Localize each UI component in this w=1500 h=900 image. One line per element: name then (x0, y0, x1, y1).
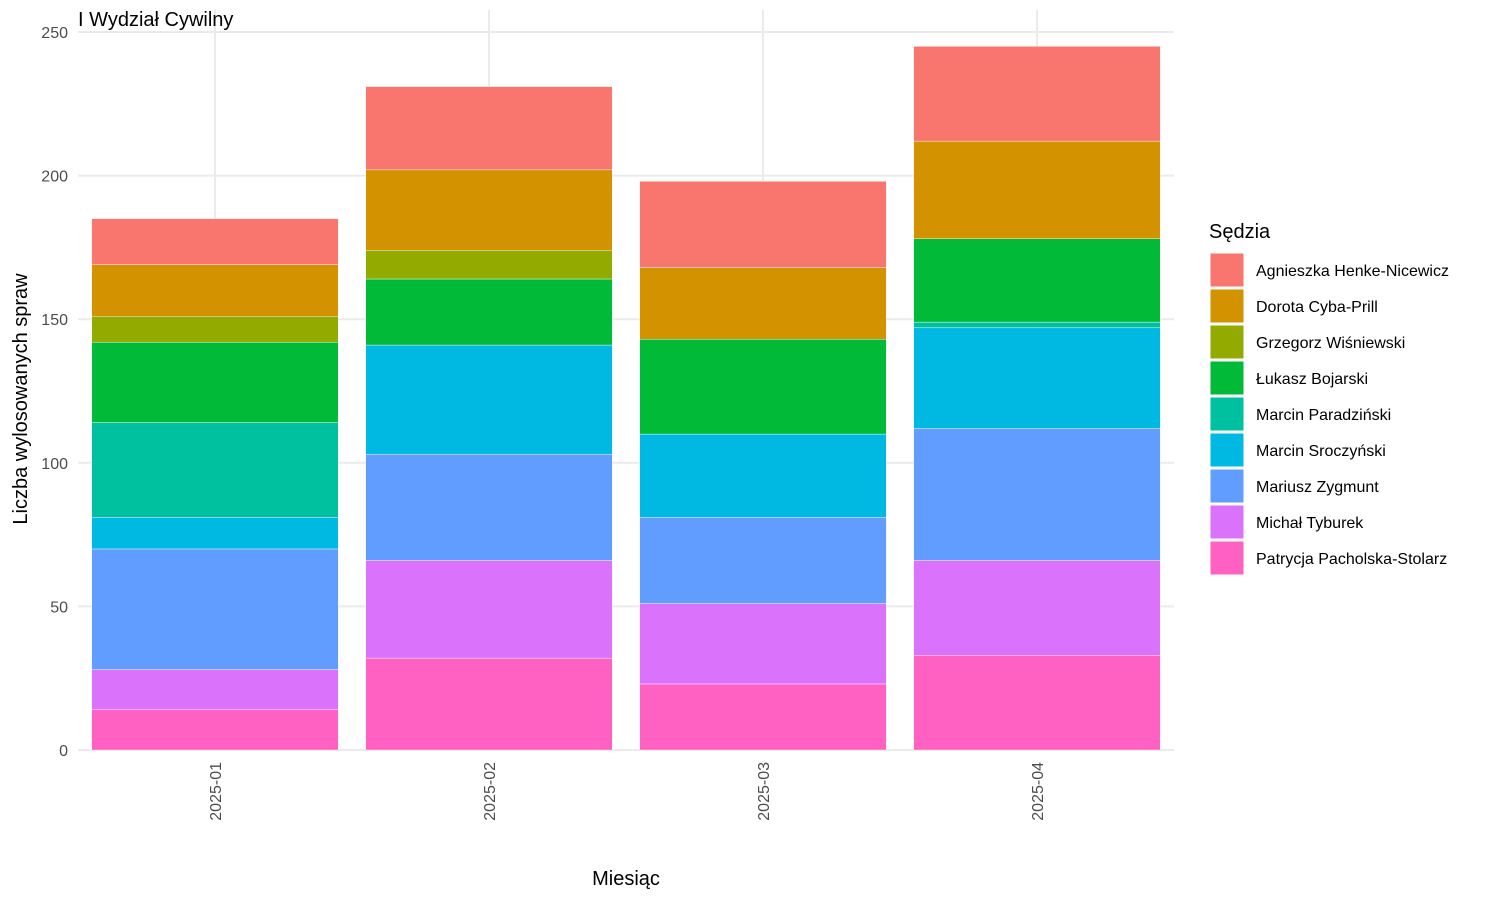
y-tick-label: 50 (50, 599, 68, 616)
bar-segment (913, 655, 1161, 751)
bar-segment (913, 46, 1161, 142)
legend-label: Łukasz Bojarski (1256, 371, 1368, 388)
bar-segment (91, 548, 339, 670)
legend-key (1209, 540, 1245, 576)
bar-segment (639, 433, 887, 518)
bar-segment (365, 169, 613, 251)
x-tick-label: 2025-04 (1030, 762, 1047, 821)
legend-key (1209, 288, 1245, 324)
legend-key (1209, 504, 1245, 540)
legend-key (1209, 396, 1245, 432)
bar-segment (913, 238, 1161, 323)
x-axis-title: Miesiąc (592, 868, 660, 890)
bar-segment (91, 709, 339, 751)
bar-segment (913, 428, 1161, 561)
y-tick-label: 0 (59, 743, 68, 760)
bar-segment (91, 316, 339, 343)
legend-label: Grzegorz Wiśniewski (1256, 335, 1405, 352)
legend-key (1209, 468, 1245, 504)
chart-title: I Wydział Cywilny (78, 9, 233, 31)
bar-segment (639, 603, 887, 685)
legend-key (1209, 360, 1245, 396)
y-tick-label: 100 (41, 456, 68, 473)
bar-segment (365, 344, 613, 455)
bar-segment (91, 341, 339, 423)
y-axis-ticks: 0 50 100 150 200 250 (41, 25, 68, 760)
x-axis-ticks: 2025-01 2025-02 2025-03 2025-04 (208, 762, 1047, 821)
legend-label: Dorota Cyba-Prill (1256, 299, 1378, 316)
legend-key (1209, 432, 1245, 468)
bar-segment (365, 250, 613, 280)
legend-label: Marcin Paradziński (1256, 407, 1391, 424)
legend-title: Sędzia (1209, 221, 1271, 243)
bar-segment (365, 86, 613, 171)
bar-segment (91, 517, 339, 550)
bar-segment (913, 321, 1161, 329)
bars (91, 46, 1161, 751)
legend-label: Marcin Sroczyński (1256, 443, 1386, 460)
bar-segment (639, 683, 887, 751)
bar-segment (639, 267, 887, 340)
bar-segment (91, 218, 339, 265)
bar-segment (913, 327, 1161, 429)
legend-key (1209, 324, 1245, 360)
bar-segment (913, 560, 1161, 656)
y-axis-title: Liczba wylosowanych spraw (10, 273, 32, 525)
bar-segment (639, 517, 887, 604)
legend-label: Patrycja Pacholska-Stolarz (1256, 551, 1447, 568)
legend: Sędzia Agnieszka Henke-Nicewicz Dorota Cy… (1209, 221, 1449, 576)
y-tick-label: 250 (41, 25, 68, 42)
legend-label: Mariusz Zygmunt (1256, 479, 1379, 496)
bar-segment (91, 669, 339, 710)
bar-segment (91, 422, 339, 518)
x-tick-label: 2025-01 (208, 762, 225, 821)
bar-segment (91, 264, 339, 317)
bar-segment (365, 657, 613, 751)
x-tick-label: 2025-02 (482, 762, 499, 821)
legend-key (1209, 252, 1245, 288)
legend-label: Agnieszka Henke-Nicewicz (1256, 263, 1449, 280)
y-tick-label: 150 (41, 312, 68, 329)
bar-segment (639, 181, 887, 268)
bar-segment (365, 453, 613, 561)
x-tick-label: 2025-03 (756, 762, 773, 821)
y-tick-label: 200 (41, 169, 68, 186)
bar-segment (365, 278, 613, 346)
bar-segment (365, 560, 613, 659)
bar-segment (913, 140, 1161, 239)
bar-segment (639, 339, 887, 435)
legend-label: Michał Tyburek (1256, 515, 1364, 532)
